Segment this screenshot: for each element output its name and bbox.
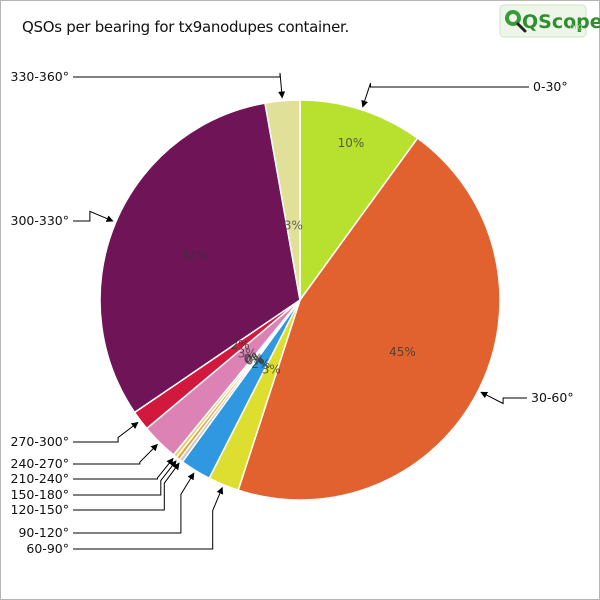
slice-label-0-30: 0-30° [533, 79, 568, 94]
pie-slice-0-30 [299, 99, 419, 303]
pct-label-30-60: 45% [389, 345, 416, 359]
pct-label-330-360: 3% [284, 218, 303, 232]
slice-label-210-240: 210-240° [11, 471, 69, 486]
pct-label-0-30: 10% [338, 136, 365, 150]
leader-line-330-360 [73, 72, 286, 99]
slice-label-330-360: 330-360° [11, 69, 69, 84]
slice-label-60-90: 60-90° [26, 541, 69, 556]
leader-line-30-60 [480, 391, 527, 405]
slice-label-30-60: 30-60° [531, 390, 574, 405]
logo-suffix: .org [567, 22, 583, 31]
slice-label-90-120: 90-120° [18, 525, 69, 540]
pct-label-240-270: 3% [238, 346, 257, 360]
qscope-logo: QScope .org [499, 4, 600, 38]
slice-label-150-180: 150-180° [11, 487, 69, 502]
pie-slice-300-330 [99, 102, 301, 414]
leader-line-270-300 [73, 421, 139, 443]
slice-label-120-150: 120-150° [11, 502, 69, 517]
chart-title: QSOs per bearing for tx9anodupes contain… [22, 18, 349, 36]
pct-label-270-300: 2% [231, 338, 250, 352]
leader-line-240-270 [73, 443, 158, 465]
leader-line-150-180 [73, 460, 177, 496]
pct-label-300-330: 32% [181, 248, 208, 262]
leader-line-300-330 [73, 210, 114, 222]
slice-label-240-270: 240-270° [11, 456, 69, 471]
slice-label-270-300: 270-300° [11, 434, 69, 449]
leader-line-60-90 [73, 486, 224, 550]
pct-label-150-180: 0% [245, 352, 264, 366]
leader-line-90-120 [73, 472, 195, 534]
pie-slice-30-60 [237, 137, 501, 501]
pct-label-90-120: 2% [251, 357, 270, 371]
pie-slice-330-360 [264, 99, 301, 301]
leader-line-120-150 [73, 462, 180, 511]
logo-text: QScope [522, 11, 600, 33]
leader-line-210-240 [73, 457, 174, 480]
pct-label-60-90: 3% [262, 362, 281, 376]
slice-label-300-330: 300-330° [11, 213, 69, 228]
pct-label-210-240: 0% [244, 352, 263, 366]
leader-line-0-30 [361, 83, 529, 108]
pct-label-120-150: 0% [246, 353, 265, 367]
